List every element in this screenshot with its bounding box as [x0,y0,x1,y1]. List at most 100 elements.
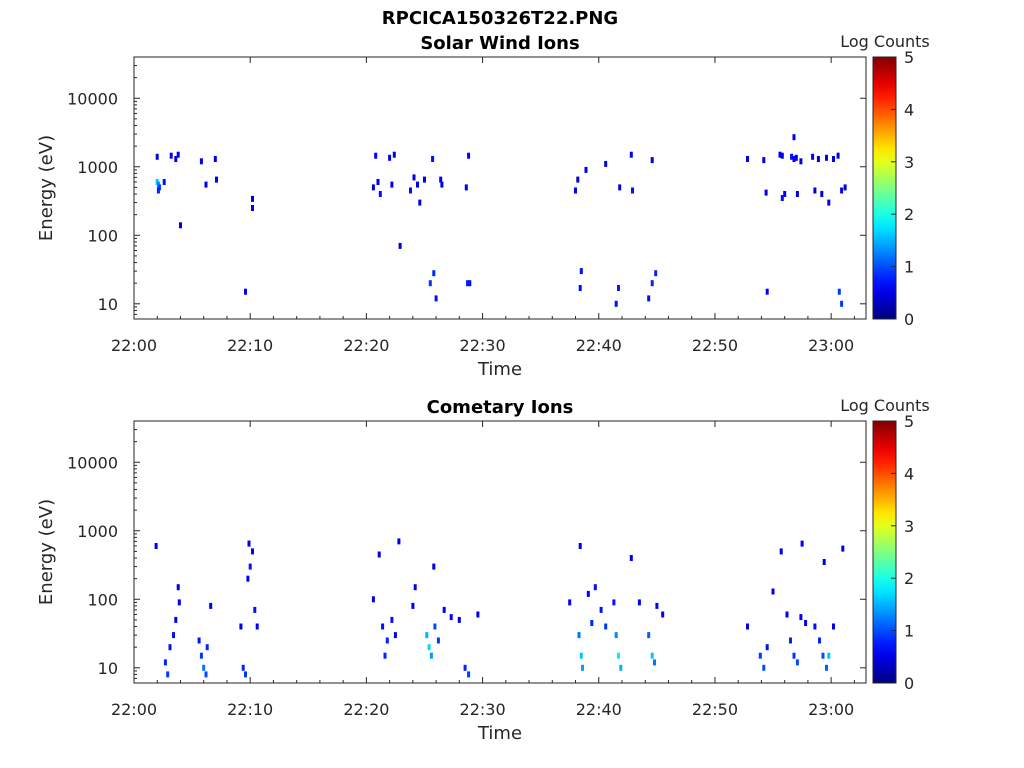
heatmap-cell [827,199,831,206]
heatmap-cell [393,632,397,639]
heatmap-cell [390,181,394,188]
panel-solar-wind-ions: Solar Wind Ions 22:00 22:10 22:20 22:30 22:40… [36,32,930,380]
heatmap-cell [176,151,180,158]
heatmap-cell [783,191,787,197]
heatmap-cell [253,606,257,613]
heatmap-cell [818,637,821,644]
heatmap-cell [199,158,203,165]
heatmap-cell [653,659,656,666]
heatmap-cell [464,184,468,191]
heatmap-cell [156,187,160,194]
heatmap-cell [177,599,181,606]
heatmap-cell [247,540,251,547]
heatmap-cell [425,632,429,639]
heatmap-cell [202,664,206,671]
heatmap-cell [841,545,845,552]
colorbar-tick-label: 5 [904,48,914,67]
heatmap-cell [629,555,633,561]
heatmap-cell [246,575,250,582]
heatmap-cell [251,205,254,211]
heatmap-cell [463,664,467,671]
colorbar-tick-label: 3 [904,153,914,172]
heatmap-cell [255,623,259,630]
heatmap-cell [647,295,651,302]
heatmap-cell [746,623,749,630]
heatmap-cell [832,623,835,630]
panel-title: Cometary Ions [427,397,574,418]
heatmap-cell [174,156,178,162]
heatmap-cell [179,222,182,229]
heatmap-cell [409,187,412,194]
heatmap-cell [377,551,381,558]
heatmap-cell [618,184,622,191]
heatmap-cell [650,280,654,287]
colorbar [872,56,897,320]
heatmap-cell [398,242,402,249]
heatmap-cell [390,616,394,623]
heatmap-cell [590,620,594,626]
colorbar-tick-label: 2 [904,569,914,588]
heatmap-cell [765,644,769,651]
y-tick-label: 10000 [67,89,118,108]
heatmap-cell [457,616,461,623]
heatmap-cell [381,623,385,630]
heatmap-cell [434,295,438,302]
colorbar-tick-label: 4 [904,100,914,119]
heatmap-cell [811,153,815,160]
heatmap-cell [578,285,582,291]
heatmap-cell [836,152,840,159]
heatmap-cell [593,584,597,591]
heatmap-cell [413,584,417,591]
heatmap-cell [251,195,254,202]
colorbar [872,420,897,684]
y-tick-label: 10000 [67,453,118,472]
heatmap-cell [792,156,796,162]
heatmap-cell [631,187,634,194]
heatmap-cell [792,134,796,141]
heatmap-cell [244,288,247,295]
x-tick-label: 22:50 [692,700,738,719]
heatmap-cell [780,152,784,159]
x-tick-label: 22:00 [111,336,157,355]
heatmap-cell [467,671,471,678]
heatmap-cell [581,664,584,671]
heatmap-cell [827,652,831,659]
colorbar-tick-label: 4 [904,464,914,483]
heatmap-cell [241,664,245,671]
heatmap-cell [239,623,243,630]
x-tick-label: 23:00 [808,700,854,719]
heatmap-cell [213,156,217,162]
heatmap-cell [837,288,841,295]
x-tick-label: 22:30 [460,336,506,355]
heatmap-cell [579,268,583,275]
colorbar-tick-label: 0 [904,310,914,329]
heatmap-cell [813,623,817,630]
heatmap-cell [169,152,173,159]
x-tick-label: 22:30 [460,700,506,719]
heatmap-cell [604,623,608,630]
heatmap-cell [614,632,618,639]
heatmap-cell [440,181,444,188]
heatmap-cell [762,157,766,164]
x-tick-label: 22:20 [343,700,389,719]
heatmap-cell [799,614,803,621]
x-tick-label: 22:40 [576,700,622,719]
heatmap-cell [433,623,437,630]
heatmap-cell [576,176,580,183]
axes-frame [133,56,867,320]
panel-title: Solar Wind Ions [420,33,579,54]
heatmap-cell [820,191,824,197]
heatmap-cell [813,187,817,194]
heatmap-cell [248,563,252,570]
heatmap-cell [388,154,392,161]
heatmap-cell [439,176,443,183]
x-tick-label: 22:50 [692,336,738,355]
heatmap-cell [416,181,419,188]
heatmap-cell [431,156,435,162]
heatmap-cell [619,664,623,671]
x-tick-label: 22:10 [227,336,273,355]
heatmap-cell [840,187,844,194]
heatmap-cell [779,548,783,555]
heatmap-cell [376,179,380,185]
heatmap-cell [371,596,375,603]
